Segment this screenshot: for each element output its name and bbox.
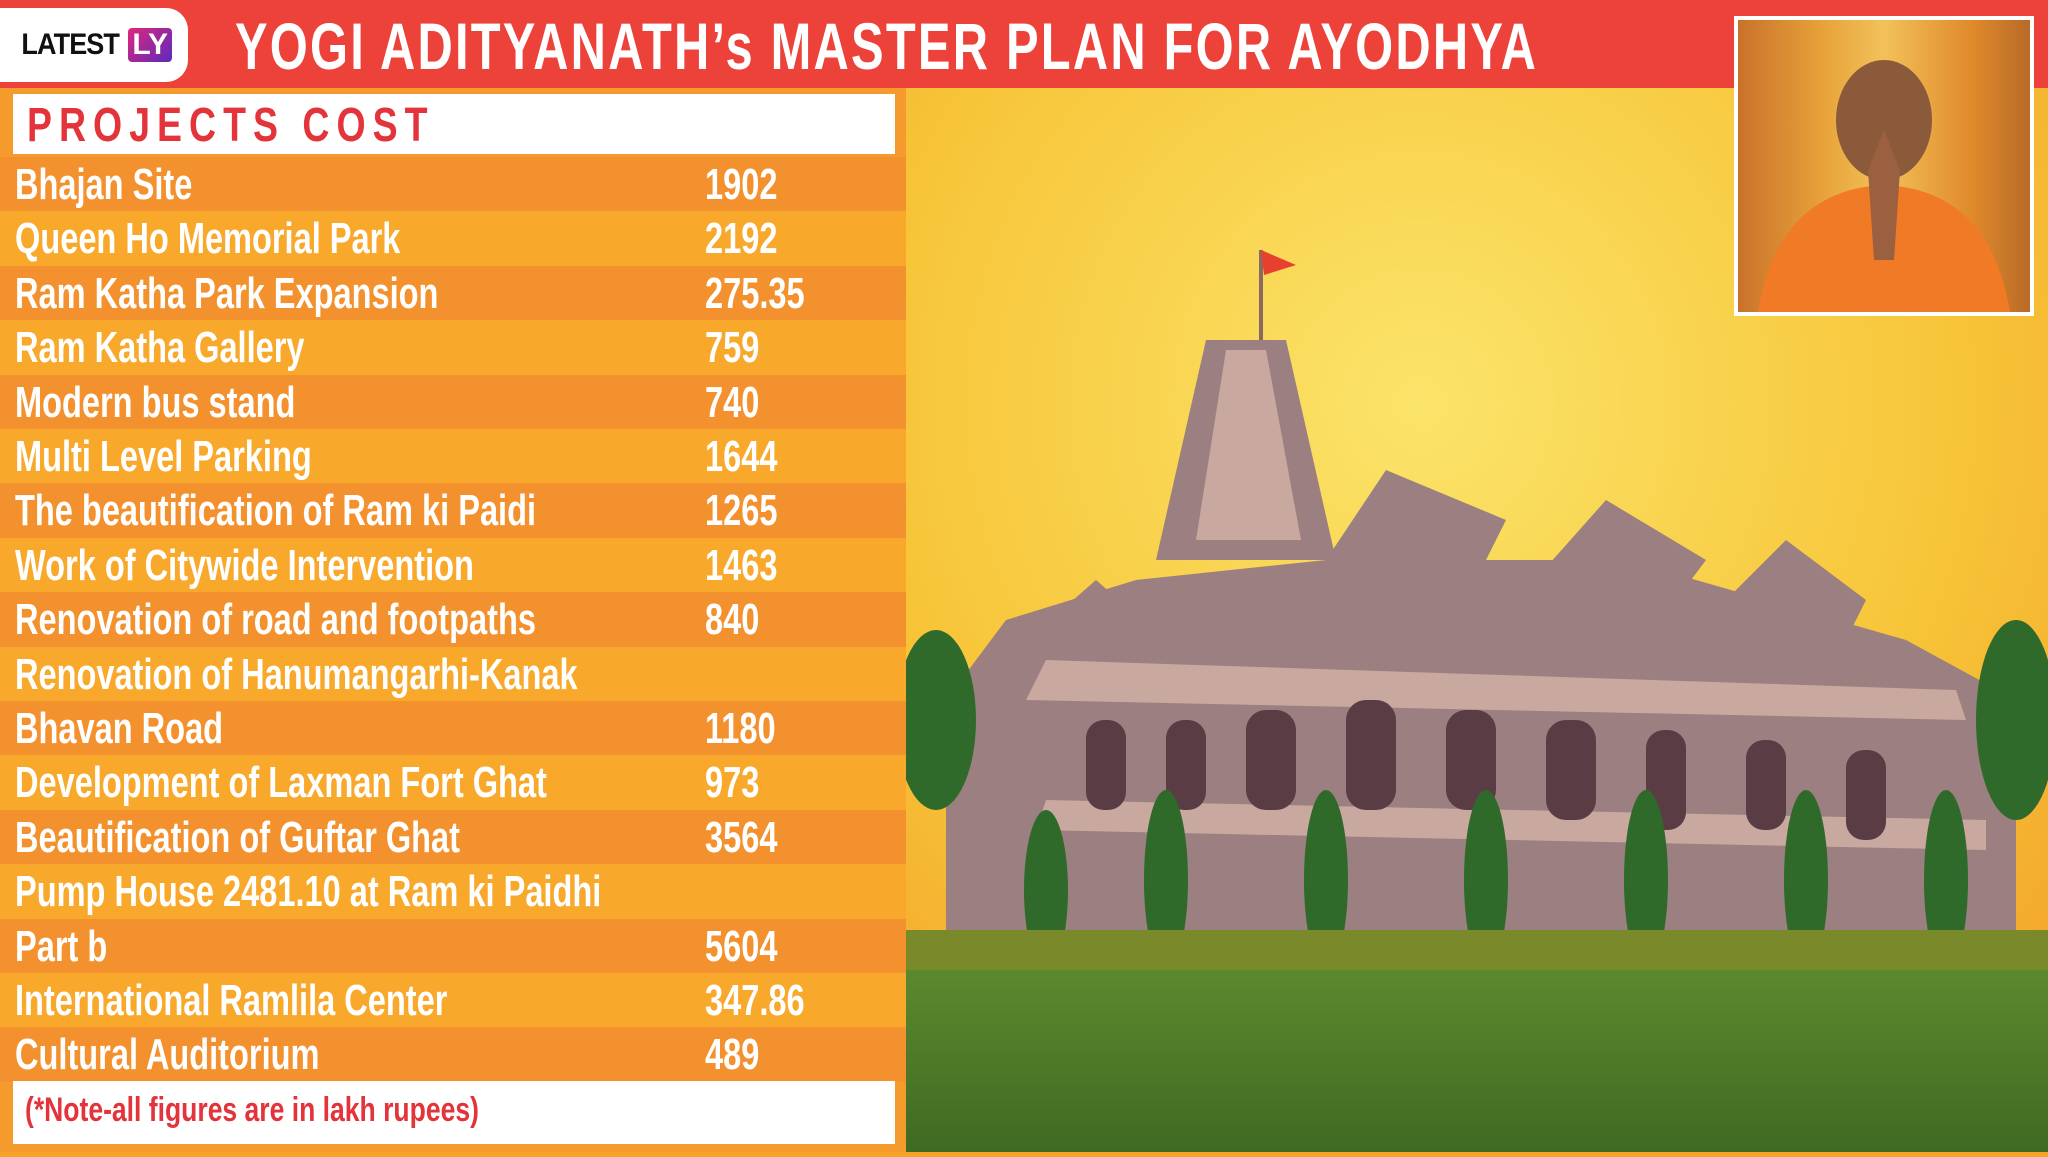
table-row: Queen Ho Memorial Park 2192: [0, 211, 906, 266]
project-name: The beautification of Ram ki Paidi: [15, 486, 537, 536]
project-name: Ram Katha Park Expansion: [15, 268, 439, 318]
project-cost: 275.35: [705, 268, 805, 318]
table-row: Multi Level Parking 1644: [0, 429, 906, 484]
project-name: Work of Citywide Intervention: [15, 540, 474, 590]
project-cost: 1902: [705, 160, 778, 209]
table-heading: PROJECTS COST: [13, 94, 895, 154]
project-name: Ram Katha Gallery: [15, 323, 305, 373]
table-row: Cultural Auditorium 489: [0, 1027, 906, 1082]
project-name: Pump House 2481.10 at Ram ki Paidhi: [15, 867, 602, 917]
project-name: Part b: [15, 921, 108, 971]
table-heading-text: PROJECTS COST: [27, 99, 435, 152]
project-cost: 489: [705, 1030, 760, 1080]
latestly-logo: LATEST LY: [0, 8, 188, 82]
table-row: Bhajan Site 1902: [0, 157, 906, 212]
table-row: The beautification of Ram ki Paidi 1265: [0, 483, 906, 538]
table-row: Renovation of road and footpaths 840: [0, 592, 906, 647]
project-cost: 1265: [705, 486, 778, 536]
project-name: Modern bus stand: [15, 377, 296, 427]
footnote: (*Note-all figures are in lakh rupees): [13, 1081, 895, 1144]
table-row: Pump House 2481.10 at Ram ki Paidhi: [0, 864, 906, 919]
table-row: Ram Katha Park Expansion 275.35: [0, 265, 906, 321]
project-cost: 2192: [705, 214, 778, 264]
logo-text: LATEST: [21, 28, 119, 61]
table-row: Beautification of Guftar Ghat 3564: [0, 809, 906, 865]
project-cost: 5604: [705, 921, 778, 971]
project-cost: 973: [705, 758, 760, 808]
project-name: Bhavan Road: [15, 704, 224, 753]
project-name: Renovation of road and footpaths: [15, 595, 536, 645]
projects-cost-table: PROJECTS COST Bhajan Site 1902 Queen Ho Me…: [0, 88, 906, 1152]
table-row: Bhavan Road 1180: [0, 701, 906, 756]
project-cost: 1644: [705, 432, 778, 481]
table-row: Renovation of Hanumangarhi-Kanak: [0, 646, 906, 701]
project-name: Queen Ho Memorial Park: [15, 214, 401, 264]
project-name: Development of Laxman Fort Ghat: [15, 758, 547, 808]
project-cost: 1180: [705, 704, 776, 753]
table-row: International Ramlila Center 347.86: [0, 973, 906, 1028]
project-cost: 840: [705, 595, 760, 645]
project-cost: 1463: [705, 540, 778, 590]
project-name: Multi Level Parking: [15, 432, 312, 481]
logo-badge: LY: [128, 28, 173, 62]
project-cost: 3564: [705, 812, 778, 862]
project-cost: 740: [705, 377, 760, 427]
table-row: Ram Katha Gallery 759: [0, 320, 906, 375]
footnote-text: (*Note-all figures are in lakh rupees): [25, 1091, 479, 1129]
table-row: Part b 5604: [0, 918, 906, 973]
table-row: Development of Laxman Fort Ghat 973: [0, 755, 906, 810]
table-row: Modern bus stand 740: [0, 374, 906, 429]
page-title: YOGI ADITYANATH’s MASTER PLAN FOR AYODHY…: [235, 9, 1539, 83]
project-cost: 759: [705, 323, 760, 373]
table-row: Work of Citywide Intervention 1463: [0, 537, 906, 593]
portrait-photo: [1734, 16, 2034, 316]
project-cost: 347.86: [705, 976, 805, 1025]
header-bar: [0, 0, 2048, 88]
project-name: International Ramlila Center: [15, 976, 448, 1025]
project-name: Bhajan Site: [15, 160, 193, 209]
project-name: Renovation of Hanumangarhi-Kanak: [15, 649, 578, 699]
project-name: Cultural Auditorium: [15, 1030, 320, 1080]
project-name: Beautification of Guftar Ghat: [15, 812, 461, 862]
